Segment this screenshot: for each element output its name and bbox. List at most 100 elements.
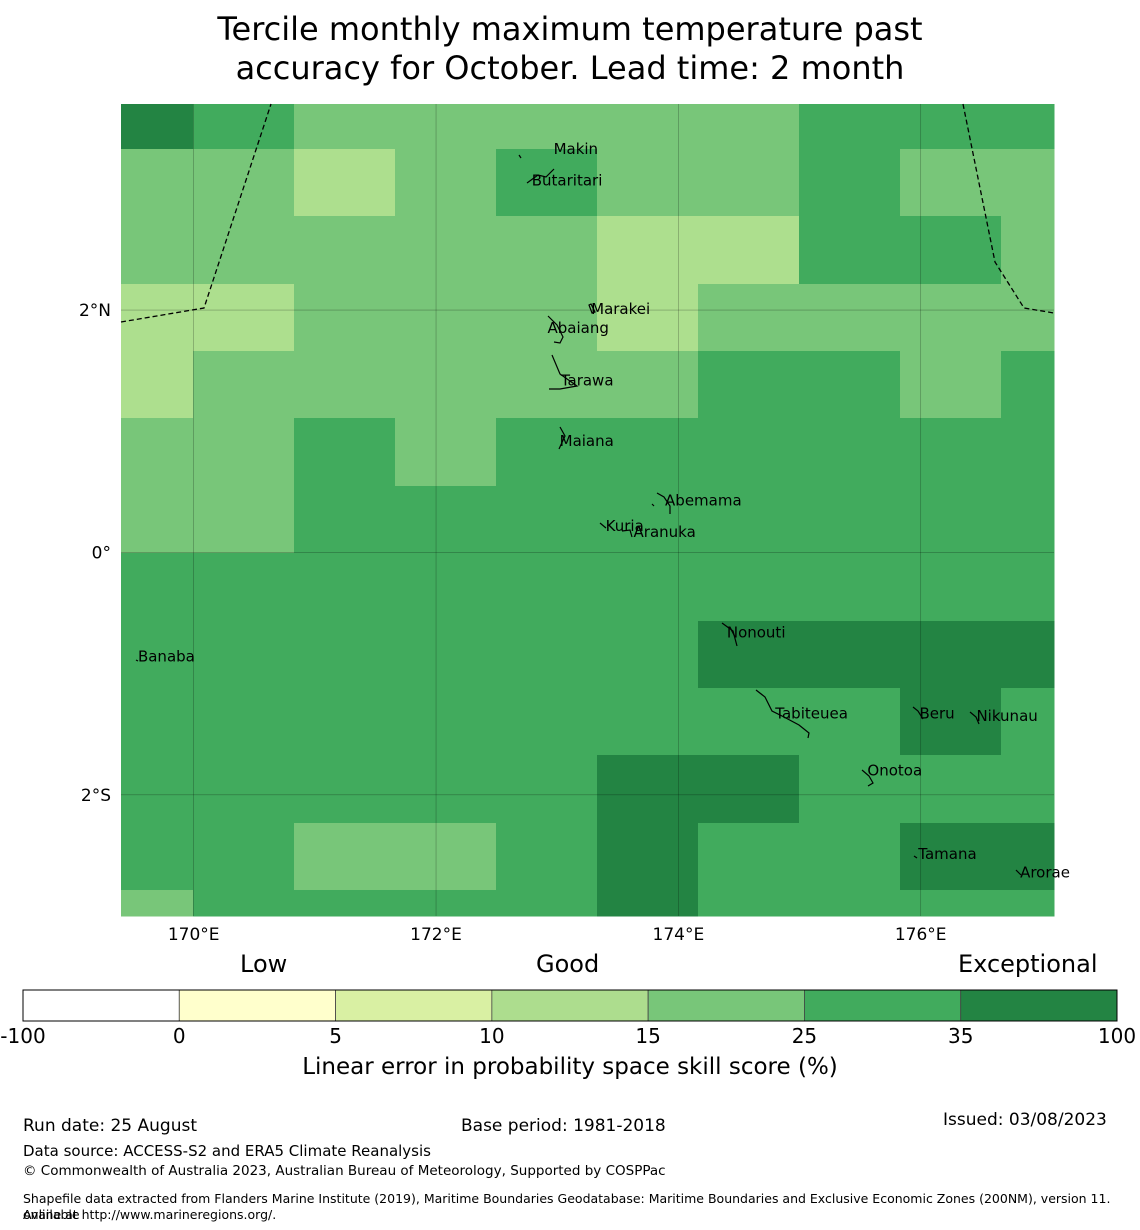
shapefile-credit-line-1: Shapefile data extracted from Flanders M…: [23, 1191, 1111, 1222]
grid-cell: [395, 621, 497, 689]
grid-cell: [121, 486, 194, 554]
grid-cell: [496, 284, 598, 352]
grid-cell: [900, 890, 1002, 917]
outline-maiana: [558, 426, 566, 450]
outline-aranuka: [621, 529, 633, 538]
grid-cell: [294, 104, 396, 150]
outline-makin: [518, 154, 522, 159]
outline-onotoa: [861, 769, 874, 787]
shapefile-credit-line-2: online at http://www.marineregions.org/.: [23, 1207, 277, 1222]
island-label: Beru: [920, 705, 955, 723]
colorbar-segment: [335, 989, 493, 1022]
grid-cell: [496, 351, 598, 419]
island-label: Butaritari: [532, 171, 603, 189]
eez-boundary-west: [120, 103, 272, 323]
grid-cell: [294, 351, 396, 419]
grid-cell: [900, 284, 1002, 352]
legend-category-low: Low: [240, 950, 288, 978]
island-label: Tamana: [917, 845, 976, 863]
grid-cell: [597, 216, 699, 285]
grid-cell: [496, 418, 598, 487]
grid-cell: [395, 890, 497, 917]
grid-cell: [698, 890, 800, 917]
outline-marakei: [588, 303, 596, 314]
longitude-tick-label: 176°E: [895, 925, 947, 945]
colorbar-tick-label: 15: [635, 1024, 660, 1045]
grid-cell: [597, 755, 699, 824]
legend-category-good: Good: [536, 950, 600, 978]
grid-cell: [121, 284, 194, 352]
grid-cell: [698, 621, 800, 689]
grid-cell: [395, 688, 497, 756]
grid-cell: [121, 418, 194, 487]
grid-cell: [1001, 553, 1055, 622]
grid-cell: [121, 149, 194, 217]
skill-grid: [121, 104, 1055, 917]
island-label: Arorae: [1020, 863, 1070, 881]
island-label: Nikunau: [976, 707, 1037, 725]
grid-cell: [799, 351, 901, 419]
colorbar-tick-label: 5: [329, 1024, 342, 1045]
grid-cell: [294, 823, 396, 891]
grid-cell: [121, 553, 194, 622]
grid-cell: [496, 216, 598, 285]
grid-cell: [900, 486, 1002, 554]
grid-cell: [799, 890, 901, 917]
latitude-tick-label: 2°S: [81, 786, 111, 806]
island-label: Marakei: [591, 300, 650, 318]
grid-cell: [597, 149, 699, 217]
copyright: © Commonwealth of Australia 2023, Austra…: [23, 1163, 666, 1179]
grid-cell: [900, 823, 1002, 891]
grid-cell: [395, 149, 497, 217]
outline-kuria: [599, 522, 607, 529]
title-line-2: accuracy for October. Lead time: 2 month: [235, 49, 905, 87]
outline-nonouti: [721, 622, 738, 647]
grid-cell: [193, 755, 295, 824]
grid-cell: [121, 823, 194, 891]
grid-cell: [799, 104, 901, 150]
grid-cell: [395, 351, 497, 419]
grid-cell: [1001, 351, 1055, 419]
outline-arorae: [1015, 869, 1022, 876]
grid-cell: [395, 284, 497, 352]
grid-cell: [1001, 890, 1055, 917]
grid-cell: [900, 755, 1002, 824]
grid-cell: [900, 688, 1002, 756]
longitude-tick-label: 170°E: [168, 925, 220, 945]
base-period: Base period: 1981-2018: [461, 1116, 666, 1136]
grid-cell: [496, 688, 598, 756]
grid-cell: [121, 351, 194, 419]
issued-date: Issued: 03/08/2023: [943, 1110, 1107, 1130]
grid-cell: [698, 823, 800, 891]
grid-cell: [395, 486, 497, 554]
grid-cell: [1001, 823, 1055, 891]
outline-abaiang: [547, 315, 564, 344]
island-outlines: [135, 154, 1022, 876]
outline-nikunau: [969, 711, 980, 725]
colorbar-segment: [647, 989, 805, 1022]
title-line-1: Tercile monthly maximum temperature past: [217, 10, 923, 48]
grid-cell: [121, 688, 194, 756]
outline-abemama: [651, 492, 671, 514]
latitude-tick-label: 0°: [92, 543, 111, 563]
grid-cell: [597, 486, 699, 554]
colorbar-segment: [960, 989, 1118, 1022]
grid-cell: [1001, 486, 1055, 554]
eez-boundaries: [120, 103, 1055, 323]
legend-category-exceptional: Exceptional: [958, 950, 1098, 978]
grid-cell: [193, 351, 295, 419]
grid-cell: [395, 823, 497, 891]
grid-cell: [294, 890, 396, 917]
grid-cell: [496, 890, 598, 917]
grid-cell: [496, 553, 598, 622]
grid-cell: [698, 104, 800, 150]
grid-cell: [698, 216, 800, 285]
run-date: Run date: 25 August: [23, 1116, 197, 1136]
grid-cell: [799, 149, 901, 217]
grid-cell: [294, 553, 396, 622]
grid-cell: [1001, 418, 1055, 487]
grid-cell: [395, 418, 497, 487]
grid-cell: [1001, 284, 1055, 352]
